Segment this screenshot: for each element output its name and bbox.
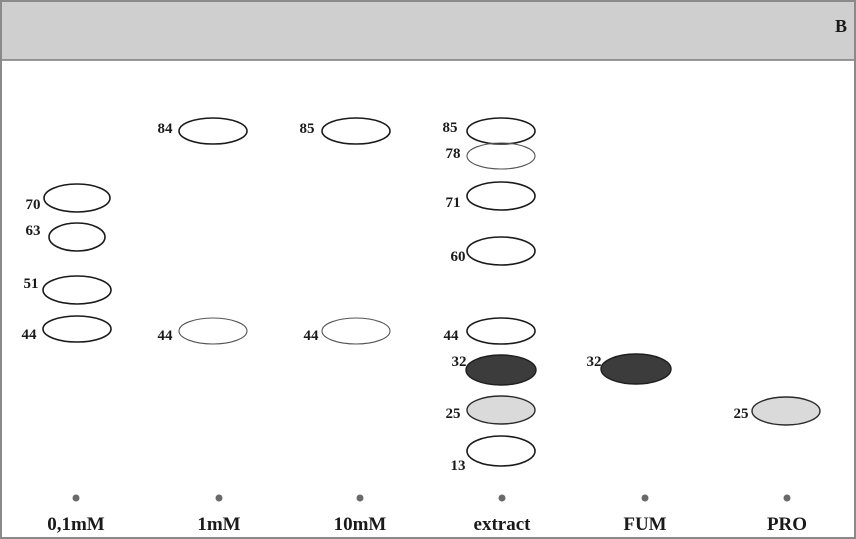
lane-2: 84 44 1mM xyxy=(158,117,248,535)
spot-value-label: 32 xyxy=(452,354,467,370)
lane-1: 70 63 51 44 0,1mM xyxy=(22,183,112,535)
spot-outline xyxy=(466,435,536,467)
lanes: 70 63 51 44 0,1mM 84 44 1mM 85 44 10mM 85 78 71 60 44 32… xyxy=(22,117,821,535)
lane-label: PRO xyxy=(767,514,807,535)
origin-dot xyxy=(215,494,223,502)
spot-value-label: 25 xyxy=(734,406,749,422)
origin-dot xyxy=(641,494,649,502)
origin-dot xyxy=(356,494,364,502)
spot-dark xyxy=(465,354,537,386)
lane-3: 85 44 10mM xyxy=(300,117,391,535)
spot-outline xyxy=(466,236,536,266)
origin-dot xyxy=(498,494,506,502)
lane-5: 32 FUM xyxy=(587,353,672,535)
spot-value-label: 44 xyxy=(304,328,320,344)
spot-outline xyxy=(42,315,112,343)
spot-value-label: 44 xyxy=(444,328,460,344)
spot-value-label: 44 xyxy=(158,328,174,344)
lane-label: FUM xyxy=(623,514,666,535)
spot-value-label: 51 xyxy=(24,276,39,292)
lane-label: 1mM xyxy=(197,514,240,535)
spot-faint-outline xyxy=(466,142,536,170)
spot-value-label: 85 xyxy=(443,120,458,136)
spot-outline xyxy=(466,317,536,345)
spot-value-label: 60 xyxy=(451,249,466,265)
spot-value-label: 85 xyxy=(300,121,315,137)
spot-dark xyxy=(600,353,672,385)
spot-outline xyxy=(42,275,112,305)
spot-value-label: 13 xyxy=(451,458,466,474)
lane-label: extract xyxy=(474,514,532,535)
spot-outline xyxy=(466,181,536,211)
spot-value-label: 25 xyxy=(446,406,461,422)
origin-dot xyxy=(783,494,791,502)
spot-value-label: 78 xyxy=(446,146,461,162)
spot-outline xyxy=(43,183,111,213)
lane-4: 85 78 71 60 44 32 25 13 extract xyxy=(443,117,537,535)
spot-light xyxy=(466,395,536,425)
spot-outline xyxy=(466,117,536,145)
spot-value-label: 71 xyxy=(446,195,461,211)
spot-faint-outline xyxy=(178,317,248,345)
spot-outline xyxy=(321,117,391,145)
lane-6: 25 PRO xyxy=(734,396,821,535)
spot-value-label: 32 xyxy=(587,354,602,370)
panel-label: B xyxy=(835,16,847,36)
lane-label: 0,1mM xyxy=(47,514,105,535)
spot-value-label: 63 xyxy=(26,223,41,239)
lane-label: 10mM xyxy=(334,514,387,535)
spot-light xyxy=(751,396,821,426)
spot-faint-outline xyxy=(321,317,391,345)
spot-value-label: 84 xyxy=(158,121,174,137)
spot-value-label: 44 xyxy=(22,327,38,343)
spot-outline xyxy=(178,117,248,145)
origin-dot xyxy=(72,494,80,502)
spot-value-label: 70 xyxy=(26,197,41,213)
header-band xyxy=(2,2,854,60)
spot-outline xyxy=(48,222,106,252)
